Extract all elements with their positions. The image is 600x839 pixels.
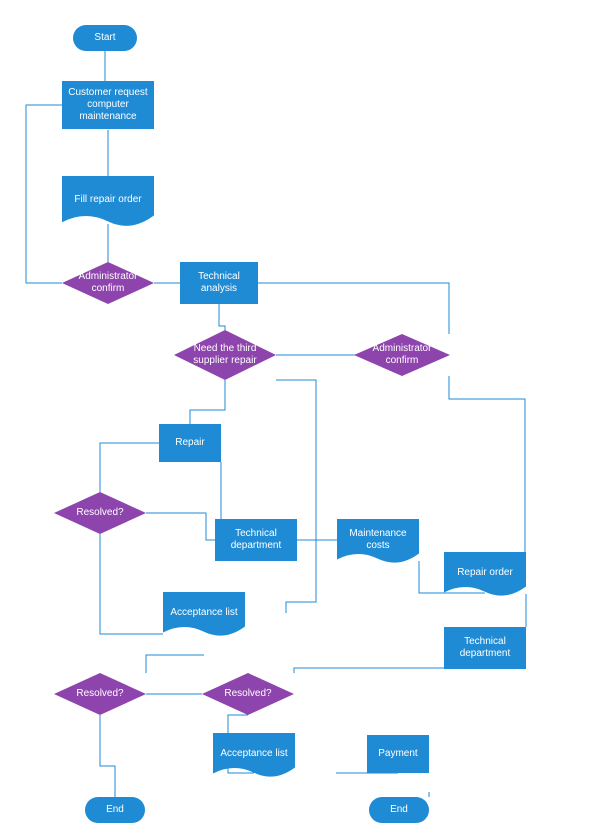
node-tech-analysis (180, 262, 258, 304)
edge (100, 534, 163, 634)
node-end-1 (85, 797, 145, 823)
edge (190, 380, 225, 424)
flowchart-canvas: StartCustomer request computer maintenan… (0, 0, 600, 839)
flowchart-svg (0, 0, 600, 839)
node-tech-dept-2 (444, 627, 526, 669)
node-accept-2 (213, 733, 295, 777)
node-cust-req (62, 81, 154, 129)
node-payment (367, 735, 429, 773)
node-admin-confirm-1 (62, 262, 154, 304)
edge (219, 304, 225, 330)
node-need-third (174, 330, 276, 380)
node-accept-1 (163, 592, 245, 636)
edge (276, 380, 316, 613)
node-admin-confirm-2 (354, 334, 450, 376)
edge (258, 283, 449, 334)
node-fill-order (62, 176, 154, 226)
edge (449, 376, 525, 552)
edge (146, 513, 215, 540)
node-maint-costs (337, 519, 419, 563)
edge (146, 655, 204, 673)
node-resolved-1 (54, 492, 146, 534)
node-tech-dept-1 (215, 519, 297, 561)
node-repair (159, 424, 221, 462)
node-repair-order (444, 552, 526, 596)
node-resolved-3 (202, 673, 294, 715)
edge (100, 715, 115, 797)
edge (100, 443, 159, 492)
edge (221, 462, 256, 524)
edge (26, 105, 62, 283)
node-start (73, 25, 137, 51)
node-end-2 (369, 797, 429, 823)
node-resolved-2 (54, 673, 146, 715)
